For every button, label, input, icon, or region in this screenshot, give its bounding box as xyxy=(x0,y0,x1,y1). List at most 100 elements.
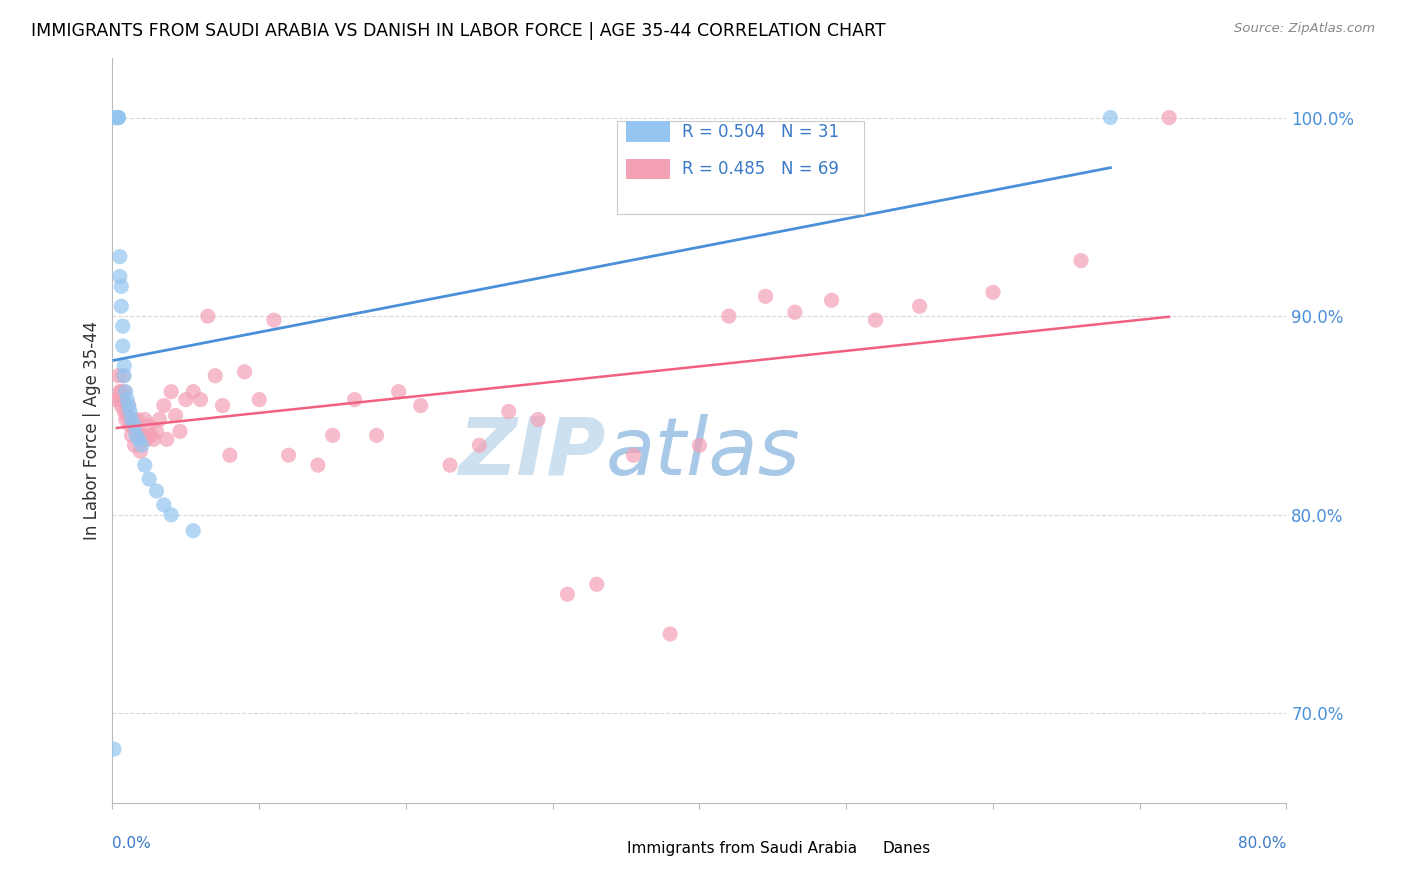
Point xyxy=(114,412,136,426)
Point xyxy=(111,339,134,353)
Point xyxy=(114,384,136,399)
Point xyxy=(128,428,150,442)
Point xyxy=(107,368,129,383)
Point xyxy=(820,293,842,308)
Point xyxy=(112,384,135,399)
Point xyxy=(111,368,134,383)
Point xyxy=(105,392,128,407)
Point xyxy=(124,438,146,452)
Point xyxy=(128,433,150,447)
Point xyxy=(145,425,167,439)
Point xyxy=(343,392,366,407)
Point xyxy=(153,399,176,413)
Point xyxy=(108,250,131,264)
Point xyxy=(981,285,1004,300)
Text: Danes: Danes xyxy=(883,841,931,856)
Point xyxy=(439,458,461,472)
Point xyxy=(623,448,645,462)
Point xyxy=(659,627,682,641)
Point xyxy=(110,399,132,413)
Point xyxy=(112,359,135,373)
Point xyxy=(754,289,776,303)
Point xyxy=(211,399,233,413)
Point xyxy=(557,587,579,601)
Point xyxy=(115,392,138,407)
Point xyxy=(121,412,143,426)
Point xyxy=(139,428,162,442)
Text: R = 0.504   N = 31: R = 0.504 N = 31 xyxy=(682,123,839,141)
Point xyxy=(181,384,204,399)
Point xyxy=(120,418,142,433)
Y-axis label: In Labor Force | Age 35-44: In Labor Force | Age 35-44 xyxy=(83,321,101,540)
Text: atlas: atlas xyxy=(606,414,800,491)
Point xyxy=(105,111,128,125)
Point xyxy=(134,458,156,472)
Point xyxy=(908,299,931,313)
Point xyxy=(1099,111,1122,125)
Text: 80.0%: 80.0% xyxy=(1239,837,1286,851)
Point xyxy=(108,384,131,399)
Point xyxy=(174,392,197,407)
Point xyxy=(169,425,191,439)
Point xyxy=(366,428,388,442)
Point xyxy=(124,418,146,433)
Point xyxy=(409,399,432,413)
Point xyxy=(689,438,711,452)
Point xyxy=(165,409,187,423)
Point xyxy=(122,412,145,426)
FancyBboxPatch shape xyxy=(626,121,671,142)
Point xyxy=(585,577,607,591)
Point xyxy=(388,384,411,399)
Text: Source: ZipAtlas.com: Source: ZipAtlas.com xyxy=(1234,22,1375,36)
FancyBboxPatch shape xyxy=(617,121,863,214)
Point xyxy=(103,742,125,756)
Point xyxy=(153,498,176,512)
Point xyxy=(107,111,129,125)
Point xyxy=(121,428,143,442)
Point xyxy=(145,483,167,498)
Point xyxy=(110,299,132,313)
Point xyxy=(117,399,139,413)
Point xyxy=(307,458,329,472)
Point xyxy=(156,433,179,447)
FancyBboxPatch shape xyxy=(626,159,671,179)
Point xyxy=(717,309,740,323)
Point xyxy=(1070,253,1092,268)
Point xyxy=(111,392,134,407)
Point xyxy=(142,433,165,447)
Point xyxy=(277,448,299,462)
Point xyxy=(110,279,132,293)
Point xyxy=(160,384,183,399)
Point xyxy=(181,524,204,538)
Text: IMMIGRANTS FROM SAUDI ARABIA VS DANISH IN LABOR FORCE | AGE 35-44 CORRELATION CH: IMMIGRANTS FROM SAUDI ARABIA VS DANISH I… xyxy=(31,22,886,40)
Point xyxy=(125,425,148,439)
Point xyxy=(104,111,127,125)
Point xyxy=(115,409,138,423)
Point xyxy=(204,368,226,383)
Point xyxy=(190,392,212,407)
Point xyxy=(107,111,129,125)
Point xyxy=(219,448,242,462)
Text: R = 0.485   N = 69: R = 0.485 N = 69 xyxy=(682,160,839,178)
Point xyxy=(134,412,156,426)
Point xyxy=(783,305,806,319)
Point xyxy=(135,433,157,447)
Point xyxy=(117,399,139,413)
Point xyxy=(131,428,153,442)
Point xyxy=(148,412,170,426)
Text: Immigrants from Saudi Arabia: Immigrants from Saudi Arabia xyxy=(627,841,856,856)
Point xyxy=(865,313,887,327)
Text: ZIP: ZIP xyxy=(458,414,606,491)
Point xyxy=(527,412,550,426)
Point xyxy=(197,309,219,323)
Point xyxy=(160,508,183,522)
Point xyxy=(233,365,256,379)
Point xyxy=(108,269,131,284)
Point xyxy=(138,472,160,486)
Point xyxy=(107,111,129,125)
Point xyxy=(247,392,270,407)
FancyBboxPatch shape xyxy=(593,841,620,858)
Point xyxy=(120,404,142,418)
Point xyxy=(110,384,132,399)
Point xyxy=(112,368,135,383)
